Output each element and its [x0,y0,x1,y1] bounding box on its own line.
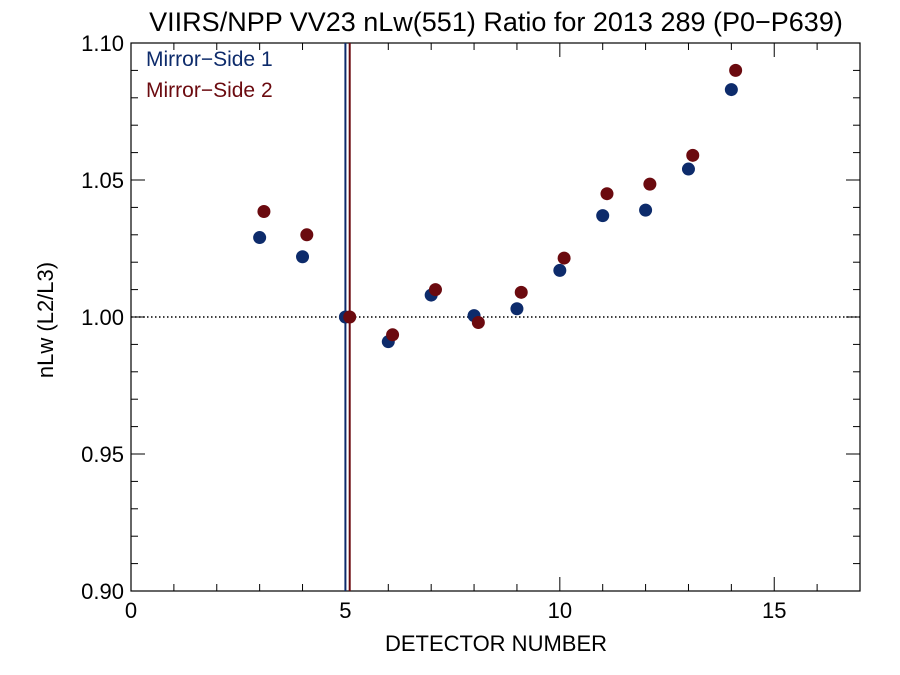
data-point-mirror-side-1 [596,209,610,223]
data-point-mirror-side-2 [600,187,614,201]
data-point-mirror-side-1 [510,302,524,316]
data-point-mirror-side-2 [686,148,700,162]
y-tick-label: 1.00 [81,305,124,330]
y-tick-label: 1.10 [81,31,124,56]
data-point-mirror-side-1 [681,162,695,176]
data-point-mirror-side-1 [553,263,567,277]
data-point-mirror-side-1 [296,250,310,264]
data-point-mirror-side-1 [253,231,267,245]
x-axis-label: DETECTOR NUMBER [385,631,607,656]
y-tick-label: 1.05 [81,168,124,193]
data-point-mirror-side-2 [386,328,400,342]
x-tick-label: 15 [762,598,786,623]
data-point-mirror-side-2 [514,285,528,299]
legend-entry-mirror-side-2: Mirror−Side 2 [146,79,273,102]
data-point-mirror-side-1 [639,203,653,217]
data-point-mirror-side-2 [557,251,571,265]
plot-area: 0 5 10 15 0.90 0.95 1.00 1.05 1.10 [81,31,861,623]
legend-entry-mirror-side-1: Mirror−Side 1 [146,48,273,71]
data-point-mirror-side-2 [729,63,743,77]
x-tick-label: 0 [125,598,137,623]
data-point-mirror-side-2 [643,177,657,191]
data-point-mirror-side-2 [257,205,271,219]
x-tick-label: 10 [548,598,572,623]
y-tick-label: 0.95 [81,442,124,467]
data-point-mirror-side-2 [343,310,357,324]
data-point-mirror-side-2 [471,315,485,329]
y-axis-label: nLw (L2/L3) [33,262,58,378]
data-point-mirror-side-1 [724,83,738,97]
y-tick-label: 0.90 [81,579,124,604]
chart-title: VIIRS/NPP VV23 nLw(551) Ratio for 2013 2… [149,7,843,37]
x-tick-label: 5 [339,598,351,623]
data-point-mirror-side-2 [428,283,442,297]
data-point-mirror-side-2 [300,228,314,242]
